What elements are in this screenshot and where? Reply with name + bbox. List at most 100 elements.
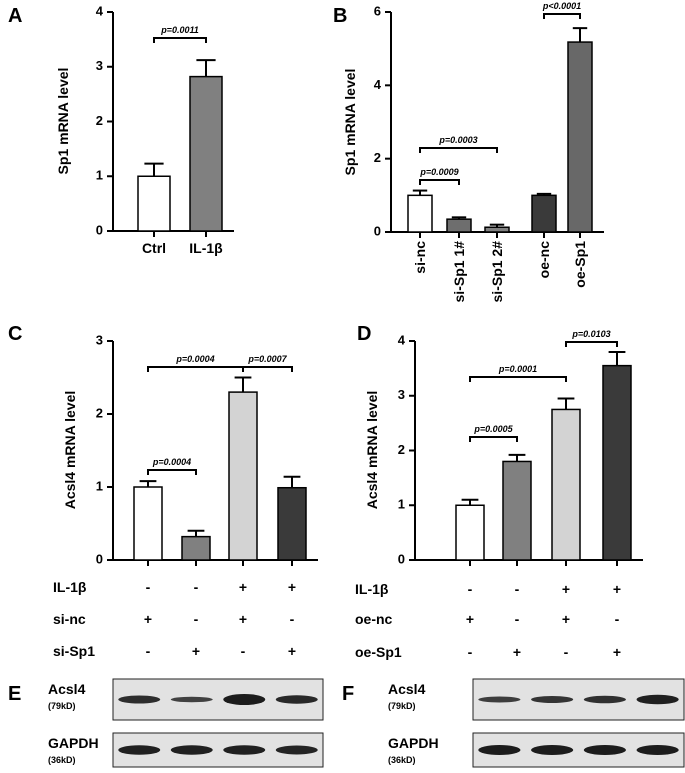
- bar: [277, 486, 307, 561]
- blot-band: [531, 696, 574, 703]
- blot-name: Acsl4: [388, 681, 426, 697]
- p-value: p=0.0004: [175, 354, 214, 364]
- y-tick-label: 4: [398, 332, 406, 347]
- significance-bracket: [565, 341, 618, 347]
- bar: [133, 486, 163, 561]
- bar: [602, 364, 632, 561]
- condition-sign: +: [239, 579, 247, 595]
- y-tick-label: 3: [398, 387, 405, 402]
- blot-band: [223, 694, 266, 705]
- blot-size: (36kD): [388, 755, 416, 765]
- panel-label: F: [342, 683, 354, 705]
- y-tick-label: 4: [374, 77, 382, 92]
- condition-sign: -: [468, 644, 473, 660]
- y-tick-label: 2: [96, 405, 103, 420]
- p-value: p=0.0004: [152, 457, 191, 467]
- significance-bracket: [419, 147, 498, 153]
- condition-sign: +: [466, 611, 474, 627]
- condition-sign: -: [564, 644, 569, 660]
- blot-band: [478, 696, 521, 703]
- bar: [407, 194, 433, 233]
- condition-sign: -: [146, 643, 151, 659]
- significance-bracket: [147, 366, 244, 372]
- blot-band: [170, 696, 213, 703]
- y-tick-label: 0: [398, 551, 405, 566]
- blot-band: [583, 745, 626, 755]
- x-tick-label: IL-1β: [189, 240, 223, 256]
- condition-sign: +: [288, 579, 296, 595]
- blot-name: GAPDH: [48, 735, 99, 751]
- y-axis-label: Sp1 mRNA level: [55, 68, 71, 175]
- bar: [531, 194, 557, 233]
- condition-sign: -: [615, 611, 620, 627]
- bar: [455, 504, 485, 561]
- significance-bracket: [419, 179, 460, 185]
- significance-bracket: [469, 376, 567, 382]
- condition-sign: -: [146, 579, 151, 595]
- significance-bracket: [543, 13, 581, 19]
- significance-bracket: [153, 37, 207, 43]
- bar: [137, 175, 171, 232]
- p-value: p=0.0009: [419, 167, 458, 177]
- condition-sign: -: [241, 643, 246, 659]
- condition-name: oe-nc: [355, 611, 393, 627]
- condition-name: IL-1β: [355, 581, 389, 597]
- p-value: p=0.0007: [247, 354, 287, 364]
- y-tick-label: 2: [374, 150, 381, 165]
- y-tick-label: 1: [96, 168, 103, 183]
- y-tick-label: 2: [398, 442, 405, 457]
- panel-label: E: [8, 683, 21, 705]
- blot-size: (79kD): [388, 701, 416, 711]
- condition-sign: +: [192, 643, 200, 659]
- y-tick-label: 4: [96, 3, 104, 18]
- blot-band: [636, 694, 679, 705]
- p-value: p<0.0001: [542, 1, 581, 11]
- condition-sign: -: [468, 581, 473, 597]
- bar: [567, 41, 593, 233]
- x-tick-label: oe-Sp1: [572, 241, 588, 288]
- condition-name: oe-Sp1: [355, 644, 402, 660]
- blot-band: [583, 695, 626, 704]
- x-tick-label: oe-nc: [536, 241, 552, 279]
- p-value: p=0.0001: [498, 364, 537, 374]
- condition-sign: -: [194, 611, 199, 627]
- y-tick-label: 0: [96, 551, 103, 566]
- condition-sign: +: [513, 644, 521, 660]
- condition-sign: +: [288, 643, 296, 659]
- blot-size: (36kD): [48, 755, 76, 765]
- y-tick-label: 6: [374, 3, 381, 18]
- blot-name: GAPDH: [388, 735, 439, 751]
- p-value: p=0.0103: [571, 329, 610, 339]
- x-tick-label: si-Sp1 1#: [451, 241, 467, 303]
- y-axis-label: Acsl4 mRNA level: [62, 391, 78, 510]
- condition-sign: +: [613, 581, 621, 597]
- y-axis-label: Acsl4 mRNA level: [364, 391, 380, 510]
- blot-band: [170, 745, 213, 755]
- panel-label: D: [357, 323, 371, 345]
- y-tick-label: 0: [374, 223, 381, 238]
- y-tick-label: 3: [96, 332, 103, 347]
- x-tick-label: Ctrl: [142, 240, 166, 256]
- panel-label: C: [8, 323, 22, 345]
- y-tick-label: 3: [96, 58, 103, 73]
- condition-sign: +: [562, 581, 570, 597]
- blot-band: [531, 745, 574, 755]
- condition-sign: +: [239, 611, 247, 627]
- blot-name: Acsl4: [48, 681, 86, 697]
- bar: [446, 218, 472, 233]
- p-value: p=0.0003: [438, 135, 477, 145]
- panel-label: B: [333, 5, 347, 27]
- blot-band: [118, 695, 161, 704]
- y-tick-label: 1: [96, 478, 103, 493]
- bar: [484, 226, 510, 233]
- y-tick-label: 2: [96, 113, 103, 128]
- bar: [181, 535, 211, 561]
- bar: [228, 391, 258, 561]
- x-tick-label: si-Sp1 2#: [489, 241, 505, 303]
- y-tick-label: 1: [398, 497, 405, 512]
- condition-sign: -: [515, 581, 520, 597]
- condition-name: IL-1β: [53, 579, 87, 595]
- condition-sign: -: [290, 611, 295, 627]
- y-tick-label: 0: [96, 222, 103, 237]
